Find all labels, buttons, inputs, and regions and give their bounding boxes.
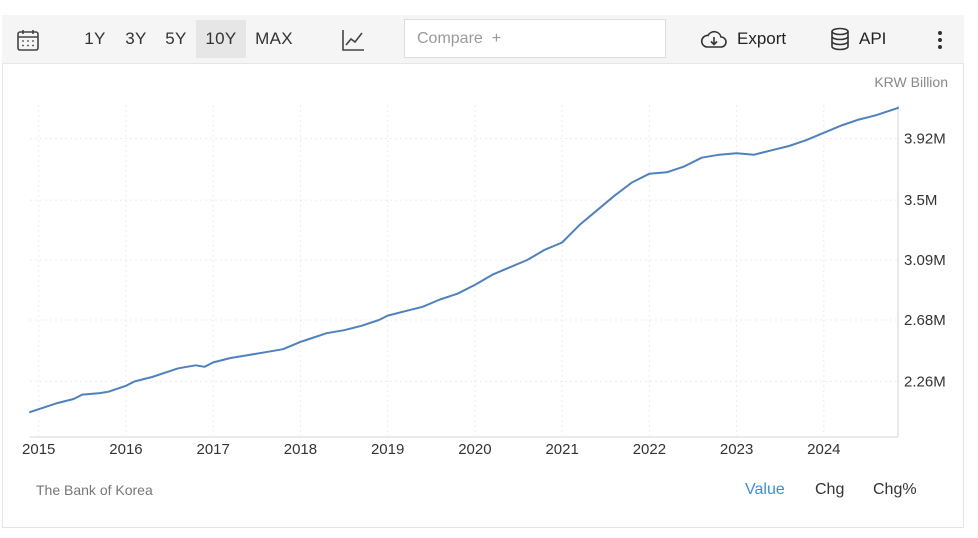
export-button[interactable]: Export <box>700 20 786 58</box>
api-button[interactable]: API <box>830 20 886 58</box>
x-tick-label: 2016 <box>109 441 142 458</box>
y-tick-label: 3.09M <box>904 252 946 269</box>
view-chg-button[interactable]: Chg <box>815 481 845 498</box>
range-5y-button[interactable]: 5Y <box>165 29 187 48</box>
cloud-download-icon <box>700 30 727 48</box>
x-tick-label: 2018 <box>284 441 317 458</box>
x-tick-label: 2022 <box>633 441 666 458</box>
y-tick-label: 2.68M <box>904 312 946 329</box>
api-label: API <box>859 29 887 48</box>
x-tick-label: 2017 <box>197 441 230 458</box>
series-line[interactable] <box>29 106 899 414</box>
source-label: The Bank of Korea <box>36 482 153 498</box>
x-axis-ticks: 2015 2016 2017 2018 2019 2020 2021 2022 2023 2024 <box>22 441 841 458</box>
range-max-button[interactable]: MAX <box>255 29 293 48</box>
x-tick-label: 2023 <box>720 441 753 458</box>
y-axis-ticks: 2.26M 2.68M 3.09M 3.5M 3.92M <box>904 131 946 391</box>
y-tick-label: 3.92M <box>904 131 946 148</box>
database-icon <box>831 27 849 51</box>
range-1y-button[interactable]: 1Y <box>84 29 106 48</box>
export-label: Export <box>737 29 787 48</box>
unit-label: KRW Billion <box>874 74 948 90</box>
x-tick-label: 2024 <box>807 441 840 458</box>
view-chg-percent-button[interactable]: Chg% <box>873 481 917 498</box>
range-3y-button[interactable]: 3Y <box>125 29 147 48</box>
y-tick-label: 2.26M <box>904 373 946 390</box>
x-tick-label: 2020 <box>458 441 491 458</box>
chart-grid <box>30 105 899 438</box>
chart-card <box>2 15 964 528</box>
chart-toolbar: 1Y 3Y 5Y 10Y MAX Export API <box>2 15 964 64</box>
x-tick-label: 2019 <box>371 441 404 458</box>
x-tick-label: 2015 <box>22 441 55 458</box>
chart-series <box>29 106 899 414</box>
view-value-button[interactable]: Value <box>745 481 785 498</box>
calendar-icon[interactable] <box>16 28 40 52</box>
x-tick-label: 2021 <box>545 441 578 458</box>
y-tick-label: 3.5M <box>904 192 937 209</box>
vertical-dots-icon[interactable] <box>931 27 949 53</box>
line-chart-icon[interactable] <box>340 27 366 53</box>
range-10y-button[interactable]: 10Y <box>196 20 246 58</box>
compare-input[interactable] <box>404 19 666 58</box>
